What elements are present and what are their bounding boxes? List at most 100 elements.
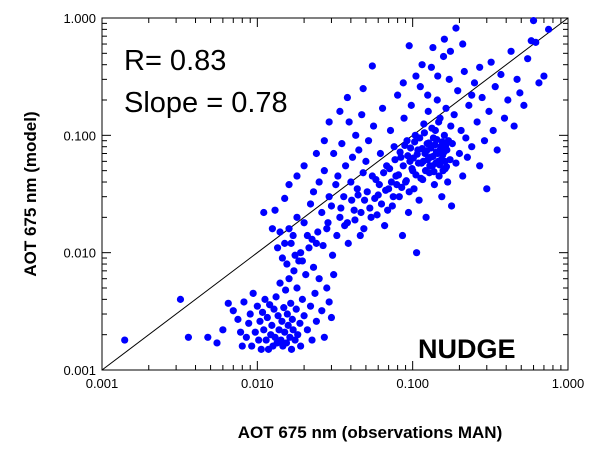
- data-point: [429, 43, 437, 52]
- data-point: [281, 194, 289, 203]
- data-point: [411, 138, 419, 146]
- data-point: [516, 89, 524, 97]
- data-point: [327, 313, 336, 322]
- data-point: [424, 107, 432, 115]
- data-point: [354, 191, 362, 199]
- data-point: [500, 114, 509, 122]
- data-point: [368, 62, 376, 70]
- data-point: [121, 336, 129, 344]
- data-point: [293, 172, 301, 180]
- data-point: [388, 202, 396, 210]
- data-point: [462, 134, 470, 142]
- data-point: [404, 208, 413, 217]
- data-point: [375, 181, 383, 189]
- data-point: [297, 249, 305, 257]
- data-point: [312, 149, 320, 158]
- data-point: [306, 302, 315, 310]
- data-point: [344, 239, 352, 247]
- data-point: [306, 200, 315, 208]
- x-tick-label: 0.001: [86, 376, 119, 391]
- data-point: [184, 333, 193, 341]
- data-point: [253, 302, 261, 310]
- data-point: [435, 118, 443, 126]
- data-point: [345, 118, 353, 126]
- data-point: [382, 186, 390, 194]
- data-point: [454, 87, 462, 95]
- data-point: [318, 307, 326, 315]
- x-axis-title: AOT 675 nm (observations MAN): [238, 423, 503, 442]
- data-point: [460, 67, 468, 76]
- data-point: [404, 152, 412, 160]
- data-point: [507, 47, 515, 55]
- data-point: [387, 178, 396, 186]
- data-point: [293, 284, 301, 292]
- y-tick-label: 0.010: [63, 246, 96, 261]
- data-point: [452, 24, 460, 32]
- one-to-one-line: [101, 17, 569, 371]
- data-point: [395, 193, 403, 201]
- data-point: [421, 167, 430, 175]
- data-point: [377, 200, 386, 208]
- data-point: [424, 156, 432, 164]
- data-point: [438, 193, 446, 201]
- data-point: [497, 70, 505, 79]
- data-point: [422, 213, 430, 221]
- data-point: [468, 91, 476, 99]
- data-point: [285, 275, 293, 283]
- data-point: [275, 326, 283, 334]
- data-point: [535, 79, 543, 87]
- data-point: [389, 193, 397, 201]
- data-point: [282, 339, 291, 347]
- y-tick-label: 1.000: [63, 11, 96, 26]
- data-point: [396, 148, 404, 156]
- data-point: [412, 249, 421, 257]
- data-point: [337, 204, 345, 212]
- data-point: [290, 267, 298, 275]
- data-point: [407, 144, 415, 152]
- data-point: [401, 141, 409, 150]
- data-point: [398, 231, 407, 240]
- data-point: [529, 17, 538, 25]
- data-point: [309, 263, 318, 271]
- data-point: [348, 153, 357, 161]
- data-point: [300, 312, 308, 320]
- data-point: [394, 91, 402, 99]
- data-point: [487, 58, 495, 66]
- data-point: [358, 111, 366, 119]
- data-point: [204, 333, 212, 341]
- data-point: [445, 75, 453, 83]
- data-point: [314, 228, 322, 236]
- data-point: [236, 328, 245, 336]
- data-point: [287, 345, 296, 353]
- data-point: [255, 336, 263, 344]
- x-tick-label: 0.100: [396, 376, 429, 391]
- data-point: [251, 328, 259, 336]
- data-point: [478, 93, 486, 102]
- data-point: [328, 251, 337, 259]
- data-point: [439, 52, 448, 61]
- data-point: [355, 146, 363, 154]
- data-point: [459, 40, 467, 48]
- data-point: [262, 336, 270, 344]
- data-point: [287, 239, 295, 247]
- data-point: [442, 163, 451, 171]
- data-point: [540, 72, 548, 80]
- data-point: [394, 171, 403, 179]
- data-point: [323, 225, 331, 233]
- data-point: [274, 312, 282, 320]
- data-point: [245, 319, 253, 327]
- data-point: [360, 225, 368, 233]
- data-point: [448, 140, 456, 148]
- data-point: [325, 193, 333, 201]
- data-point: [308, 336, 316, 344]
- data-point: [440, 148, 448, 156]
- data-point: [298, 257, 306, 265]
- data-point: [376, 149, 385, 158]
- data-point: [426, 162, 434, 170]
- data-point: [435, 172, 443, 180]
- data-point: [420, 120, 428, 128]
- data-point: [268, 225, 276, 233]
- data-point: [366, 204, 374, 212]
- data-point: [489, 126, 497, 135]
- data-point: [440, 35, 448, 43]
